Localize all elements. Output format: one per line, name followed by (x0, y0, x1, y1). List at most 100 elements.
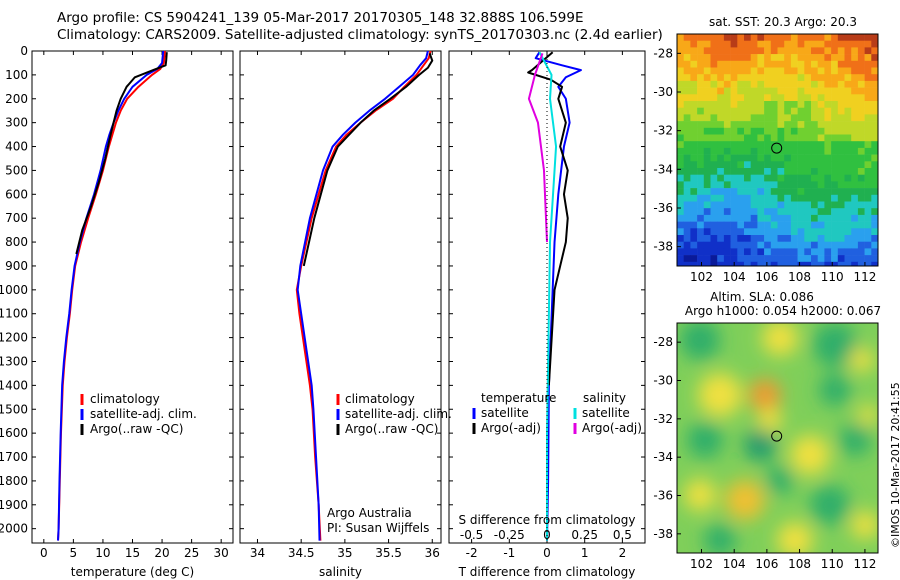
sst-cell (744, 261, 751, 266)
y-tick-label: -38 (653, 527, 673, 541)
sst-cell (757, 248, 765, 256)
sst-cell (710, 201, 718, 209)
sst-cell (790, 147, 798, 155)
sst-cell (723, 94, 731, 102)
sst-cell (797, 107, 805, 115)
legend-label: Argo(-adj) (582, 421, 642, 435)
sst-cell (770, 221, 778, 229)
sst-cell (804, 60, 812, 68)
sst-cell (784, 161, 792, 169)
sst-cell (757, 255, 765, 263)
sst-cell (710, 134, 718, 142)
sst-cell (690, 34, 698, 41)
sst-cell (690, 40, 698, 48)
sst-cell (871, 47, 878, 55)
sst-cell (831, 221, 839, 229)
sst-cell (690, 161, 698, 169)
sst-cell (784, 107, 792, 115)
sst-cell (804, 188, 812, 196)
sst-cell (797, 67, 805, 75)
sst-cell (777, 34, 785, 41)
sst-cell (837, 60, 845, 68)
sst-cell (817, 214, 825, 222)
sst-cell (844, 127, 852, 135)
sst-cell (683, 107, 691, 115)
sst-cell (831, 60, 839, 68)
sst-cell (804, 261, 812, 266)
sst-cell (730, 80, 738, 88)
sst-cell (837, 47, 845, 55)
sst-cell (790, 80, 798, 88)
sst-cell (744, 74, 751, 82)
sst-cell (757, 214, 765, 222)
sst-cell (871, 147, 878, 155)
sst-cell (723, 87, 731, 95)
sst-cell (703, 34, 711, 41)
sst-cell (817, 174, 825, 182)
sst-cell (737, 214, 745, 222)
sst-cell (677, 40, 684, 48)
sla-anomaly-blob (850, 348, 874, 372)
sst-cell (804, 181, 812, 189)
sst-cell (831, 107, 839, 115)
sst-cell (831, 94, 839, 102)
sst-cell (764, 201, 772, 209)
sst-cell (844, 208, 852, 216)
sst-cell (777, 214, 785, 222)
sst-cell (764, 87, 772, 95)
sst-cell (844, 54, 852, 62)
sst-cell (757, 174, 765, 182)
sst-cell (710, 208, 718, 216)
sst-cell (723, 107, 731, 115)
sst-cell (777, 188, 785, 196)
sst-field (677, 34, 878, 266)
sst-cell (790, 181, 798, 189)
sst-cell (690, 101, 698, 108)
sst-cell (804, 47, 812, 55)
sst-cell (864, 47, 872, 55)
sst-cell (770, 87, 778, 95)
sst-cell (750, 188, 758, 196)
sst-cell (723, 34, 731, 41)
sst-cell (723, 235, 731, 242)
sst-cell (717, 87, 725, 95)
sst-cell (750, 34, 758, 41)
sst-cell (844, 154, 852, 162)
x-tick-label: 0 (40, 546, 48, 560)
sst-cell (750, 194, 758, 202)
sst-cell (831, 181, 839, 189)
sst-cell (730, 47, 738, 55)
sst-cell (737, 127, 745, 135)
sst-cell (817, 168, 825, 175)
sla-anomaly-blob (704, 524, 736, 553)
x-tick-label-salinity: -0.25 (494, 528, 525, 542)
sst-cell (764, 228, 772, 236)
sst-cell (703, 40, 711, 48)
sst-cell (777, 248, 785, 256)
sst-cell (744, 147, 751, 155)
sst-cell (690, 121, 698, 129)
sst-cell (770, 34, 778, 41)
sst-cell (737, 261, 745, 266)
sst-cell (871, 54, 878, 62)
sst-cell (764, 174, 772, 182)
sst-cell (790, 235, 798, 242)
sst-cell (723, 54, 731, 62)
y-tick-label: 1900 (0, 498, 28, 512)
sst-cell (697, 208, 705, 216)
sst-cell (857, 188, 865, 196)
sst-cell (703, 201, 711, 209)
sst-cell (737, 194, 745, 202)
sst-cell (690, 188, 698, 196)
sst-cell (790, 201, 798, 209)
sst-cell (737, 181, 745, 189)
sst-cell (764, 168, 772, 175)
sst-cell (737, 208, 745, 216)
sst-cell (770, 201, 778, 209)
sst-cell (824, 261, 832, 266)
sst-cell (683, 241, 691, 249)
sst-cell (703, 121, 711, 129)
sst-cell (871, 67, 878, 75)
sst-cell (723, 47, 731, 55)
sst-cell (784, 60, 792, 68)
